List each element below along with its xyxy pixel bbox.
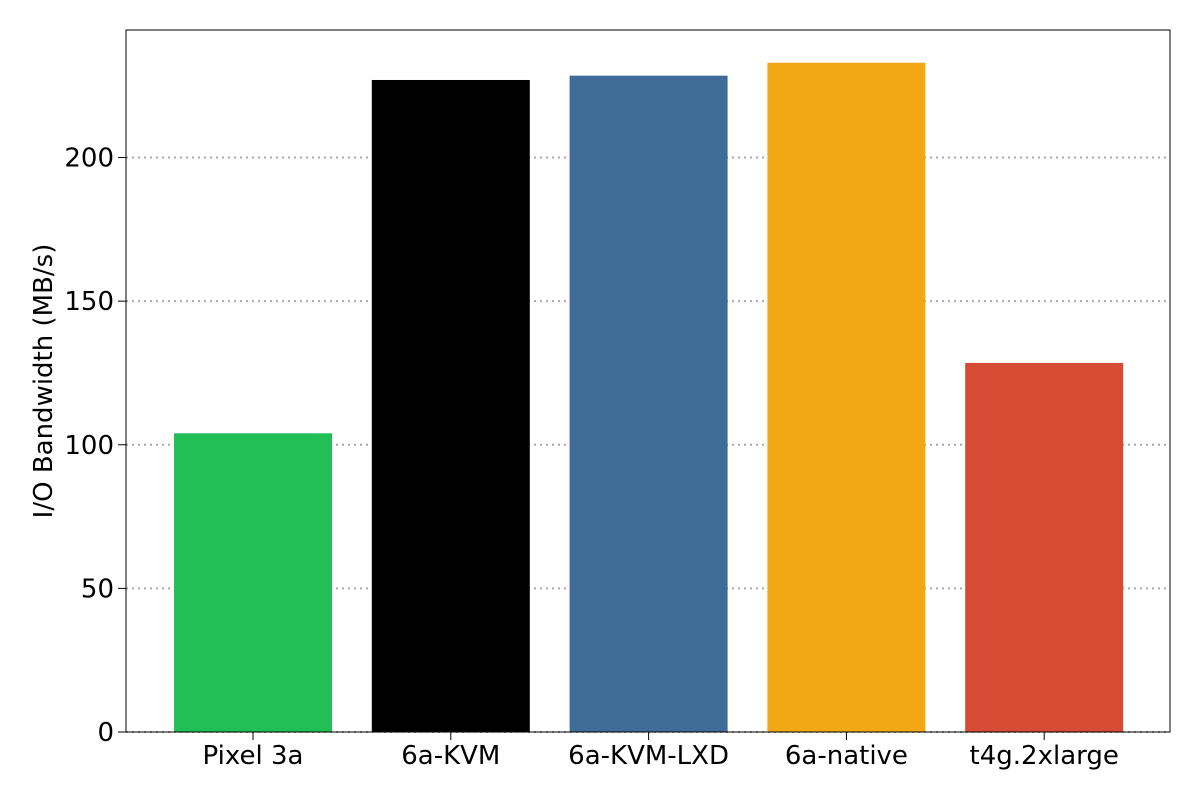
x-tick-label: Pixel 3a bbox=[203, 741, 304, 771]
x-tick-label: 6a-KVM bbox=[401, 741, 500, 771]
y-tick-label: 100 bbox=[64, 431, 114, 461]
y-tick-label: 200 bbox=[64, 144, 114, 174]
y-axis: 0 50 100 150 200 bbox=[64, 144, 126, 748]
bar-6a-kvm-lxd bbox=[569, 75, 728, 732]
x-tick-label: t4g.2xlarge bbox=[970, 741, 1119, 771]
plot-frame bbox=[125, 29, 1171, 733]
y-tick-label: 50 bbox=[81, 574, 114, 604]
x-tick-label: 6a-KVM-LXD bbox=[568, 741, 729, 771]
bar-t4g-2xlarge bbox=[965, 362, 1124, 732]
y-tick-label: 0 bbox=[97, 718, 114, 748]
x-tick-label: 6a-native bbox=[785, 741, 908, 771]
y-axis-label: I/O Bandwidth (MB/s) bbox=[29, 244, 59, 519]
bar-6a-kvm bbox=[371, 79, 530, 733]
bars-layer bbox=[174, 62, 1124, 733]
x-axis: Pixel 3a 6a-KVM 6a-KVM-LXD 6a-native t4g.2xl… bbox=[203, 732, 1119, 771]
bar-6a-native bbox=[767, 62, 926, 732]
bar-pixel-3a bbox=[174, 433, 332, 732]
y-tick-label: 150 bbox=[64, 287, 114, 317]
